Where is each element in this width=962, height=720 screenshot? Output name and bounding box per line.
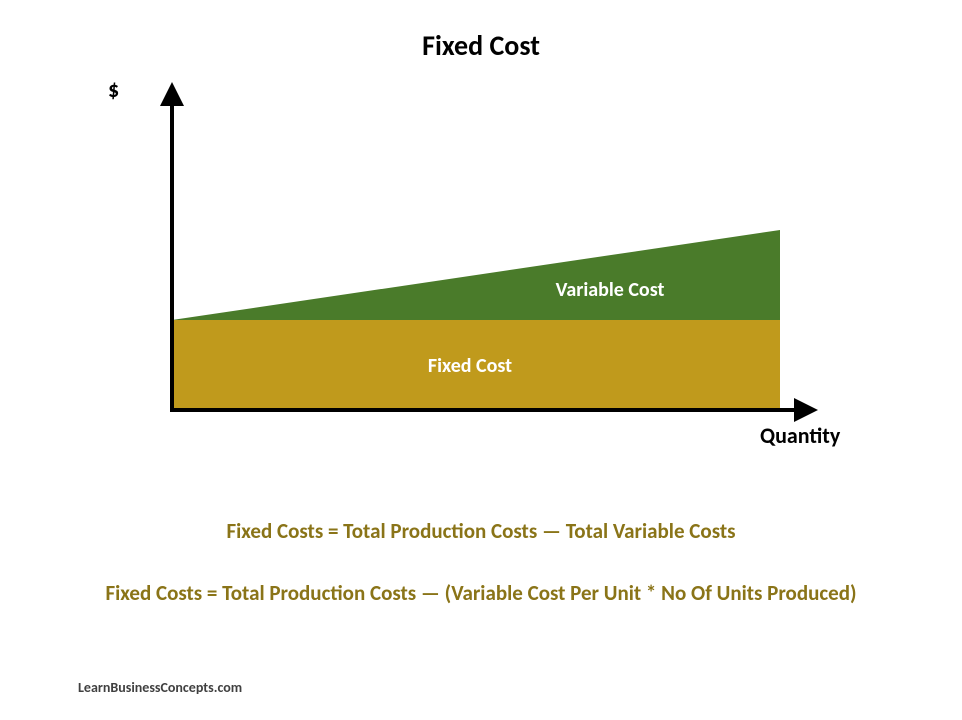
x-axis-arrow: [794, 398, 818, 422]
formula-expanded: Fixed Costs = Total Production Costs — (…: [0, 580, 962, 607]
x-axis-label: Quantity: [760, 422, 840, 449]
fixed-cost-label: Fixed Cost: [428, 354, 512, 378]
variable-cost-label: Variable Cost: [556, 278, 665, 302]
y-axis-label: $: [108, 76, 119, 103]
cost-chart: Variable Cost Fixed Cost: [140, 80, 820, 440]
chart-svg: Variable Cost Fixed Cost: [140, 80, 820, 440]
formula-primary: Fixed Costs = Total Production Costs — T…: [0, 518, 962, 544]
chart-title: Fixed Cost: [0, 28, 962, 63]
variable-cost-area: [172, 230, 780, 320]
source-attribution: LearnBusinessConcepts.com: [78, 679, 242, 696]
y-axis-arrow: [160, 82, 184, 106]
